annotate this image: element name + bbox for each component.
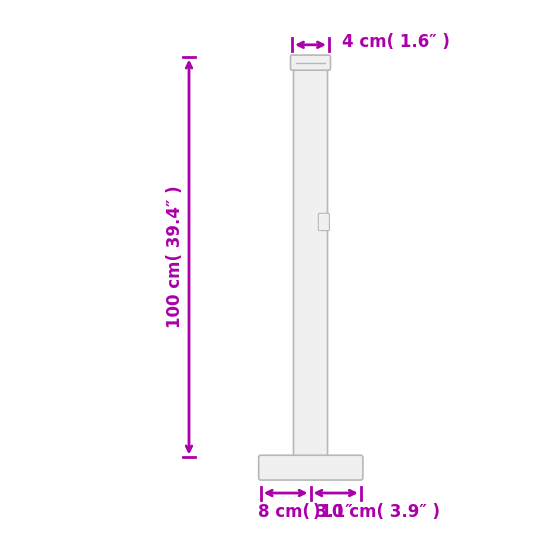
Text: 100 cm( 39.4″ ): 100 cm( 39.4″ ) [166,186,185,328]
Text: 4 cm( 1.6″ ): 4 cm( 1.6″ ) [342,33,450,51]
Text: 8 cm( 3.1″: 8 cm( 3.1″ [258,503,353,521]
FancyBboxPatch shape [259,455,363,480]
FancyBboxPatch shape [291,55,330,70]
Text: )10 cm( 3.9″ ): )10 cm( 3.9″ ) [313,503,440,521]
FancyBboxPatch shape [319,213,329,231]
FancyBboxPatch shape [294,66,328,462]
